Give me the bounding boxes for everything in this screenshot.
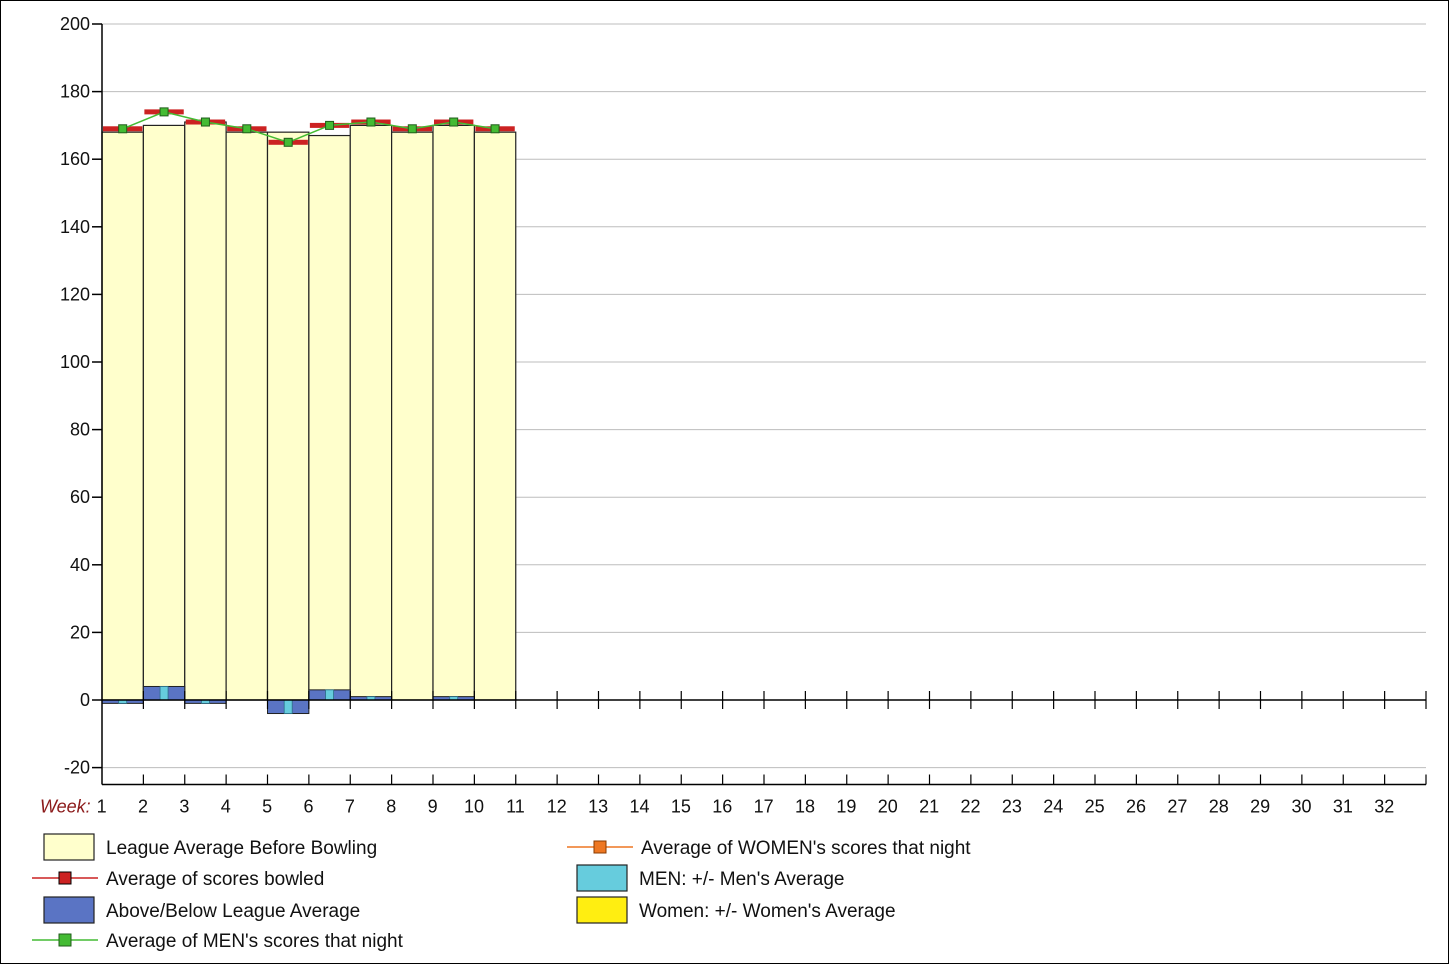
y-tick-label: 120 [60, 284, 90, 304]
legend-men-plusminus-label: MEN: +/- Men's Average [639, 869, 845, 890]
bars [101, 121, 517, 715]
x-axis-label: Week: [40, 797, 91, 817]
x-tick-label: 18 [795, 797, 815, 817]
x-tick-label: 29 [1250, 797, 1270, 817]
x-tick-label: 31 [1333, 797, 1353, 817]
legend-men-average-label: Average of MEN's scores that night [106, 931, 404, 952]
legend-above-below-swatch [43, 896, 95, 924]
x-tick-label: 3 [179, 797, 189, 817]
y-tick-label: -20 [64, 758, 90, 778]
y-tick-label: 0 [80, 690, 90, 710]
league-average-bar [308, 134, 351, 701]
y-tick-label: 160 [60, 149, 90, 169]
x-tick-label: 23 [1002, 797, 1022, 817]
legend-league-average-swatch [43, 833, 95, 861]
men-plusminus-bar [325, 689, 334, 701]
legend-above-below-label: Above/Below League Average [106, 901, 360, 922]
x-tick-label: 13 [588, 797, 608, 817]
league-average-bar [225, 131, 269, 701]
y-tick-label: 180 [60, 82, 90, 102]
x-tick-label: 7 [345, 797, 355, 817]
league-average-bar [391, 131, 434, 701]
x-tick-label: 19 [836, 797, 856, 817]
league-average-bar [349, 124, 393, 701]
men-average-point [242, 124, 252, 134]
legend-scores-bowled-marker [58, 871, 72, 885]
men-average-point [325, 120, 335, 130]
y-tick-label: 40 [70, 555, 90, 575]
y-tick-label: 80 [70, 420, 90, 440]
x-tick-label: 11 [506, 797, 525, 817]
men-average-point [118, 124, 128, 134]
men-average-point [200, 117, 210, 127]
x-tick-label: 30 [1292, 797, 1312, 817]
x-tick-label: 25 [1085, 797, 1105, 817]
legend-men-plusminus-swatch [576, 864, 628, 892]
x-tick-label: 20 [878, 797, 898, 817]
x-tick-label: 15 [671, 797, 691, 817]
legend-women-plusminus-swatch [576, 896, 628, 924]
x-tick-label: 22 [961, 797, 981, 817]
x-tick-label: 2 [138, 797, 148, 817]
x-tick-label: 12 [547, 797, 567, 817]
lines [103, 107, 515, 147]
x-tick-label: 32 [1374, 797, 1394, 817]
men-average-point [366, 117, 376, 127]
x-tick-label: 5 [262, 797, 272, 817]
league-average-bar [432, 124, 475, 701]
legend-league-average-label: League Average Before Bowling [106, 838, 377, 859]
y-tick-label: 100 [60, 352, 90, 372]
legend-men-average-marker [58, 933, 72, 947]
x-tick-label: 28 [1209, 797, 1229, 817]
league-average-bar [266, 131, 310, 701]
men-plusminus-bar [283, 699, 293, 714]
league-average-bar [142, 124, 186, 701]
x-tick-label: 6 [304, 797, 314, 817]
x-tick-label: 17 [754, 797, 774, 817]
league-average-bar [101, 131, 144, 701]
men-average-point [407, 124, 417, 134]
league-average-bar [473, 131, 517, 701]
x-tick-label: 8 [386, 797, 396, 817]
men-average-point [449, 117, 459, 127]
x-tick-label: 1 [97, 797, 107, 817]
x-tick-label: 21 [919, 797, 939, 817]
x-tick-label: 4 [221, 797, 231, 817]
legend-women-average-label: Average of WOMEN's scores that night [641, 838, 971, 859]
x-tick-label: 27 [1167, 797, 1187, 817]
x-tick-label: 9 [428, 797, 438, 817]
y-tick-label: 200 [60, 14, 90, 34]
x-tick-label: 16 [712, 797, 732, 817]
x-tick-label: 14 [630, 797, 650, 817]
y-tick-label: 60 [70, 487, 90, 507]
y-tick-label: 140 [60, 217, 90, 237]
men-plusminus-bar [159, 686, 169, 701]
men-average-point [159, 107, 169, 117]
men-average-point [283, 137, 293, 147]
legend: League Average Before Bowling Average of … [32, 833, 971, 952]
men-average-point [490, 124, 500, 134]
league-average-bar [184, 121, 227, 701]
y-tick-label: 20 [70, 622, 90, 642]
men-average-line [122, 111, 496, 144]
x-tick-label: 10 [464, 797, 484, 817]
legend-women-average-marker [593, 840, 607, 854]
x-tick-label: 26 [1126, 797, 1146, 817]
legend-scores-bowled-label: Average of scores bowled [106, 869, 324, 890]
legend-women-plusminus-label: Women: +/- Women's Average [639, 901, 896, 922]
x-tick-label: 24 [1043, 797, 1063, 817]
